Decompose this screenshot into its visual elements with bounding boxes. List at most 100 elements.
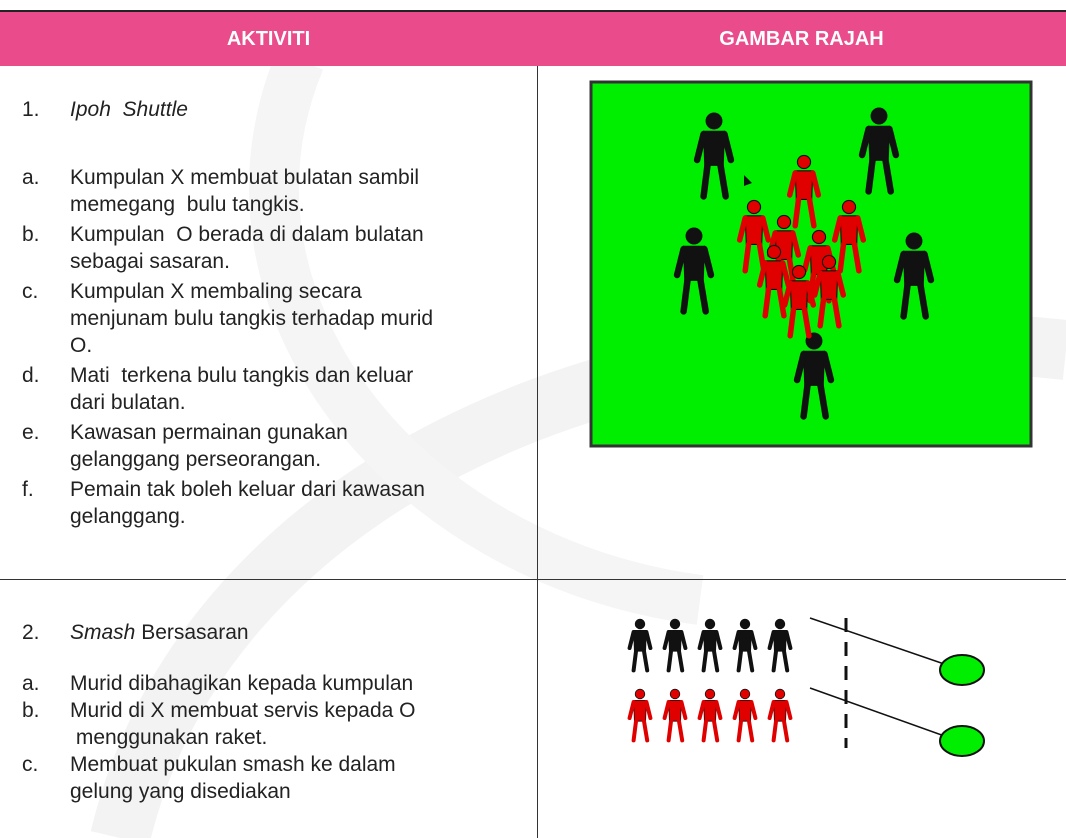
activity-cell: 1. Ipoh Shuttle a. Kumpulan X membuat bulat…	[0, 96, 520, 530]
list-line: c. Membuat pukulan smash ke dalam	[0, 751, 520, 778]
item-text: Kawasan permainan gunakan	[70, 421, 348, 444]
player-figure	[736, 199, 772, 274]
player-figure	[831, 199, 867, 274]
list-line: O.	[0, 332, 520, 359]
player-figure	[767, 688, 793, 743]
list-item: c. Kumpulan X membaling secara menjunam bu…	[0, 278, 520, 359]
player-figure	[693, 112, 735, 200]
item-letter: a.	[22, 166, 40, 189]
item-text: gelanggang perseorangan.	[70, 448, 322, 471]
list-line: memegang bulu tangkis.	[0, 191, 520, 218]
target-ring	[939, 654, 985, 686]
item-text: dari bulatan.	[70, 391, 186, 414]
item-letter: f.	[22, 478, 34, 501]
item-text: gelung yang disediakan	[70, 780, 291, 803]
player-figure	[673, 227, 715, 315]
player-figure	[732, 618, 758, 673]
list-line: e. Kawasan permainan gunakan	[0, 419, 520, 446]
item-letter: c.	[22, 280, 39, 303]
item-text: Murid dibahagikan kepada kumpulan	[70, 672, 414, 695]
item-number: 1.	[22, 98, 40, 121]
diagram-smash	[627, 617, 985, 757]
header-text: GAMBAR RAJAH	[719, 27, 884, 50]
player-figure	[767, 618, 793, 673]
spacer	[0, 646, 520, 670]
list-item: f. Pemain tak boleh keluar dari kawasan ge…	[0, 476, 520, 530]
item-text: menjunam bulu tangkis terhadap murid	[70, 307, 434, 330]
list-line: a. Kumpulan X membuat bulatan sambil	[0, 164, 520, 191]
item-text: gelanggang.	[70, 505, 186, 528]
item-letter: a.	[22, 672, 40, 695]
item-text: Kumpulan X membaling secara	[70, 280, 362, 303]
list-line: gelanggang perseorangan.	[0, 446, 520, 473]
player-figure	[756, 244, 792, 319]
item-letter: b.	[22, 223, 40, 246]
item-text: memegang bulu tangkis.	[70, 193, 305, 216]
player-figure	[627, 688, 653, 743]
list-line: menjunam bulu tangkis terhadap murid	[0, 305, 520, 332]
player-figure	[858, 107, 900, 195]
header-text: AKTIVITI	[226, 27, 311, 50]
header-cell: GAMBAR RAJAH	[537, 10, 1066, 66]
spacer	[0, 123, 520, 161]
list-line: gelung yang disediakan	[0, 778, 520, 805]
column-divider	[537, 66, 538, 838]
title: Smash Bersasaran	[70, 619, 249, 646]
list-line: b. Murid di X membuat servis kepada O	[0, 697, 520, 724]
item-text: Kumpulan X membuat bulatan sambil	[70, 166, 420, 189]
header-cell: AKTIVITI	[0, 10, 537, 66]
item-letter: e.	[22, 421, 40, 444]
list-line: dari bulatan.	[0, 389, 520, 416]
player-figure	[811, 254, 847, 329]
list-line: f. Pemain tak boleh keluar dari kawasan	[0, 476, 520, 503]
item-letter: c.	[22, 753, 39, 776]
list-line: d. Mati terkena bulu tangkis dan keluar	[0, 362, 520, 389]
player-figure	[697, 688, 723, 743]
arrow	[809, 687, 951, 739]
item-letter: b.	[22, 699, 40, 722]
item-text: Mati terkena bulu tangkis dan keluar	[70, 364, 414, 387]
list-line: sebagai sasaran.	[0, 248, 520, 275]
player-figure	[697, 618, 723, 673]
list-item: c. Membuat pukulan smash ke dalam gelung y…	[0, 751, 520, 805]
item-text: Kumpulan O berada di dalam bulatan	[70, 223, 424, 246]
player-figure	[662, 688, 688, 743]
arrow	[809, 617, 951, 667]
player-figure	[766, 214, 802, 289]
item-text: Pemain tak boleh keluar dari kawasan	[70, 478, 425, 501]
list-line: b. Kumpulan O berada di dalam bulatan	[0, 221, 520, 248]
row-divider	[0, 579, 1066, 580]
target-ring	[939, 725, 985, 757]
player-figure	[793, 332, 835, 420]
player-figure	[786, 154, 822, 229]
item-text: Murid di X membuat servis kepada O	[70, 699, 416, 722]
list-line: gelanggang.	[0, 503, 520, 530]
item-text: Membuat pukulan smash ke dalam	[70, 753, 396, 776]
item-letter: d.	[22, 364, 40, 387]
player-figure	[732, 688, 758, 743]
list-item: e. Kawasan permainan gunakan gelanggang pe…	[0, 419, 520, 473]
item-text: sebagai sasaran.	[70, 250, 230, 273]
title-italic: Ipoh Shuttle	[70, 98, 188, 121]
player-figure	[893, 232, 935, 320]
item-text: O.	[70, 334, 93, 357]
shuttlecock	[744, 175, 752, 186]
list-line: c. Kumpulan X membaling secara	[0, 278, 520, 305]
list-item: d. Mati terkena bulu tangkis dan keluar da…	[0, 362, 520, 416]
title: Ipoh Shuttle	[70, 96, 188, 123]
list-item: a. Kumpulan X membuat bulatan sambil memeg…	[0, 164, 520, 218]
activity-cell: 2. Smash Bersasaran a. Murid dibahagikan ke…	[0, 619, 520, 805]
list-item: b. Murid di X membuat servis kepada O men…	[0, 697, 520, 751]
list-line: menggunakan raket.	[0, 724, 520, 751]
list-item: a. Murid dibahagikan kepada kumpulan	[0, 670, 520, 697]
item-text: menggunakan raket.	[70, 726, 268, 749]
list-item: b. Kumpulan O berada di dalam bulatan seba…	[0, 221, 520, 275]
title-rest: Bersasaran	[135, 621, 249, 644]
activity-title: 2. Smash Bersasaran	[0, 619, 520, 646]
player-figure	[662, 618, 688, 673]
list-line: a. Murid dibahagikan kepada kumpulan	[0, 670, 520, 697]
activity-title: 1. Ipoh Shuttle	[0, 96, 520, 123]
title-italic: Smash	[70, 621, 136, 644]
player-figure	[781, 264, 817, 339]
